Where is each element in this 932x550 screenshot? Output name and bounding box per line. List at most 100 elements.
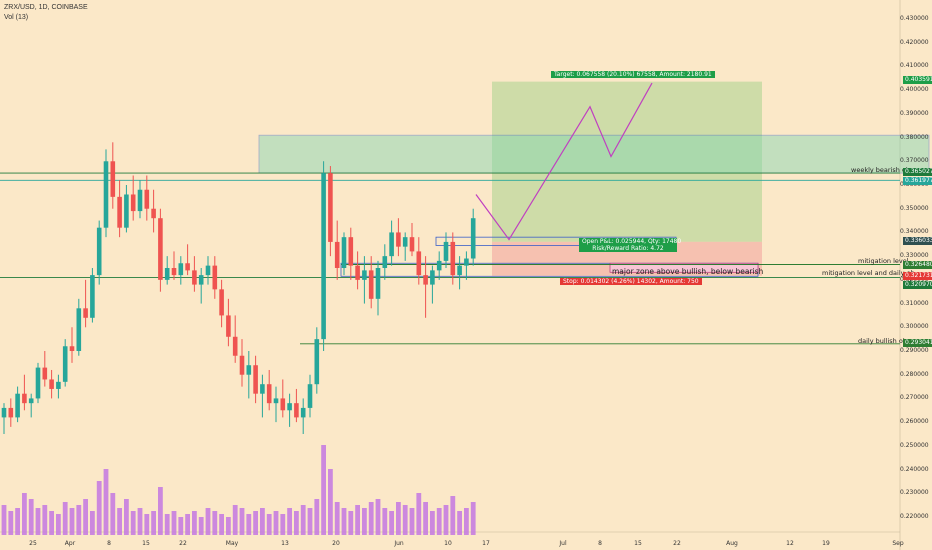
volume-bar bbox=[185, 514, 190, 535]
volume-bar bbox=[76, 505, 82, 535]
candle-body bbox=[443, 241, 449, 261]
date-tick: 15 bbox=[142, 540, 150, 547]
candle-body bbox=[300, 407, 306, 418]
price-tick: 0.280000 bbox=[900, 370, 929, 378]
major-zone-label-box bbox=[609, 262, 759, 273]
volume-bar bbox=[130, 511, 136, 535]
symbol-legend[interactable]: ZRX/USD, 1D, COINBASE bbox=[4, 4, 88, 11]
volume-bar bbox=[402, 505, 408, 535]
volume-bar bbox=[375, 499, 381, 535]
candle-body bbox=[1, 407, 7, 418]
volume-bar bbox=[158, 487, 163, 535]
date-tick: 22 bbox=[673, 540, 681, 547]
price-tick: 0.250000 bbox=[900, 441, 929, 449]
volume-legend[interactable]: Vol (13) bbox=[4, 14, 29, 21]
date-tick: Sep bbox=[892, 540, 904, 547]
volume-bar bbox=[164, 514, 170, 535]
volume-bar bbox=[436, 508, 442, 535]
candle-body bbox=[266, 384, 272, 404]
price-tag: 0.320970 bbox=[903, 281, 932, 289]
candle-body bbox=[226, 315, 231, 337]
candle-body bbox=[130, 194, 136, 212]
price-tick: 0.370000 bbox=[900, 157, 929, 165]
candle-body bbox=[198, 275, 204, 285]
date-tick: 8 bbox=[598, 540, 602, 547]
price-tag: 0.326480 bbox=[903, 261, 932, 269]
price-tick: 0.400000 bbox=[900, 86, 929, 94]
price-tick: 0.410000 bbox=[900, 62, 929, 70]
candle-body bbox=[470, 218, 476, 259]
volume-bar bbox=[212, 511, 218, 535]
candle-body bbox=[321, 173, 326, 340]
candle-body bbox=[192, 270, 197, 285]
major-zone-annotation: major zone above bullish, below bearish bbox=[612, 267, 764, 276]
stop-label: Stop: 0.014302 (4.26%) 14302, Amount: 75… bbox=[560, 278, 702, 285]
volume-bar bbox=[232, 505, 238, 535]
date-tick: 15 bbox=[634, 540, 642, 547]
candle-body bbox=[253, 365, 258, 394]
volume-bar bbox=[151, 511, 156, 535]
candle-body bbox=[219, 289, 224, 316]
risk-reward-label: Risk/Reward Ratio: 4.72 bbox=[579, 245, 677, 252]
volume-bar bbox=[253, 511, 258, 535]
candle-body bbox=[117, 196, 122, 228]
weekly-bearish-zone bbox=[258, 134, 930, 174]
price-tag: 0.321731 bbox=[903, 272, 932, 280]
volume-bar bbox=[1, 505, 7, 535]
volume-bar bbox=[348, 511, 354, 535]
candle-body bbox=[137, 189, 143, 212]
candle-body bbox=[15, 393, 20, 418]
volume-bar bbox=[321, 445, 326, 535]
volume-bar bbox=[198, 517, 204, 535]
candle-body bbox=[368, 270, 374, 299]
volume-bar bbox=[219, 514, 224, 535]
volume-bar bbox=[62, 502, 68, 535]
volume-bar bbox=[35, 508, 41, 535]
candle-body bbox=[83, 308, 88, 318]
candle-body bbox=[232, 336, 238, 356]
volume-bar bbox=[443, 505, 449, 535]
candle-body bbox=[28, 398, 34, 404]
candle-body bbox=[49, 379, 54, 389]
volume-bar bbox=[334, 502, 340, 535]
candle-body bbox=[178, 263, 184, 276]
candle-body bbox=[423, 275, 428, 285]
volume-bar bbox=[22, 493, 27, 535]
candle-body bbox=[151, 208, 156, 219]
volume-bar bbox=[409, 508, 415, 535]
price-tick: 0.430000 bbox=[900, 15, 929, 22]
candle-body bbox=[212, 265, 218, 290]
candle-body bbox=[375, 268, 381, 299]
candle-body bbox=[328, 173, 333, 242]
candle-body bbox=[334, 241, 340, 268]
candle-body bbox=[294, 403, 299, 418]
volume-bar bbox=[314, 499, 320, 535]
candle-body bbox=[185, 263, 190, 271]
candle-body bbox=[144, 189, 150, 209]
date-tick: 8 bbox=[107, 540, 111, 547]
candle-body bbox=[260, 384, 265, 394]
projection-path bbox=[475, 82, 653, 241]
candle-body bbox=[416, 251, 422, 276]
price-tag: 0.361977 bbox=[903, 177, 932, 185]
candle-body bbox=[355, 265, 360, 280]
candle-body bbox=[56, 381, 61, 389]
candle-body bbox=[110, 161, 116, 197]
price-tick: 0.260000 bbox=[900, 418, 929, 426]
volume-bar bbox=[362, 508, 367, 535]
candle-body bbox=[205, 265, 211, 276]
volume-bar bbox=[294, 511, 299, 535]
volume-bar bbox=[171, 511, 177, 535]
candle-body bbox=[171, 268, 177, 276]
volume-bar bbox=[124, 499, 129, 535]
price-tick: 0.330000 bbox=[900, 252, 929, 260]
date-tick: 12 bbox=[786, 540, 794, 547]
volume-bar bbox=[457, 511, 462, 535]
volume-bar bbox=[205, 508, 211, 535]
volume-bar bbox=[328, 469, 333, 535]
candle-body bbox=[362, 270, 367, 280]
price-tick: 0.310000 bbox=[900, 299, 929, 307]
price-tick: 0.270000 bbox=[900, 394, 929, 402]
date-tick: May bbox=[225, 540, 239, 547]
